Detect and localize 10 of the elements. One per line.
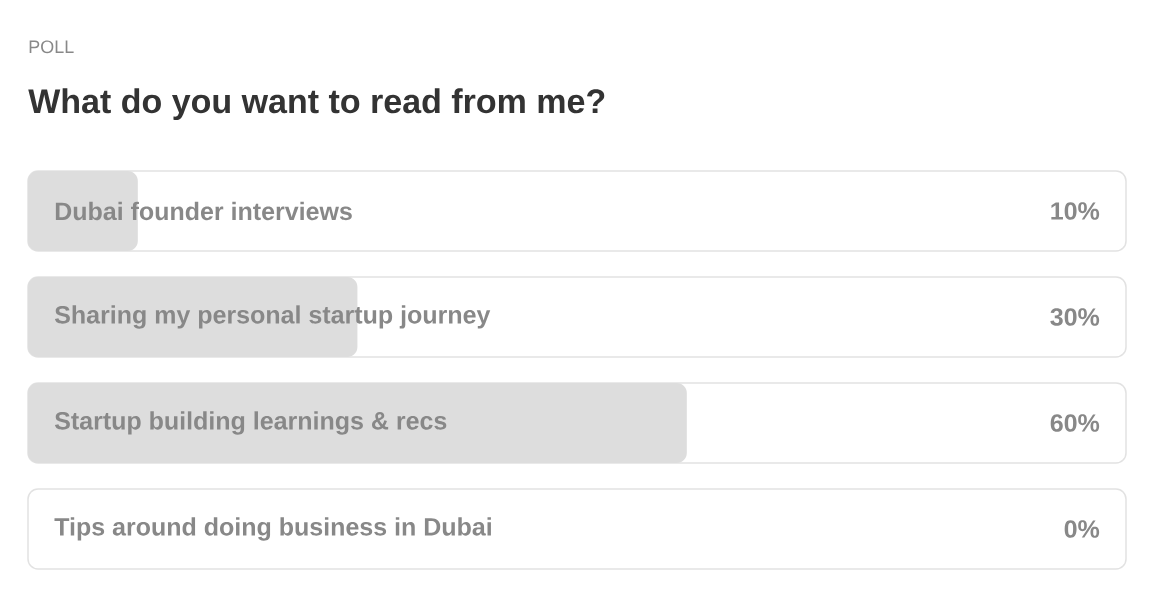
y-tick-label: Dubai founder interviews bbox=[55, 201, 352, 221]
y-tick-label: Tips around doing business in Dubai bbox=[54, 517, 491, 541]
chart-subtitle: POLL bbox=[29, 40, 74, 54]
y-tick-label: Sharing my personal startup journey bbox=[54, 305, 491, 329]
chart-title: What do you want to read from me? bbox=[28, 88, 605, 121]
data-label: 30% bbox=[1050, 308, 1100, 326]
y-tick-label: Startup building learnings & recs bbox=[54, 411, 447, 435]
data-label: 60% bbox=[1050, 414, 1100, 432]
data-label: 0% bbox=[1064, 520, 1100, 538]
data-label: 10% bbox=[1051, 202, 1100, 220]
